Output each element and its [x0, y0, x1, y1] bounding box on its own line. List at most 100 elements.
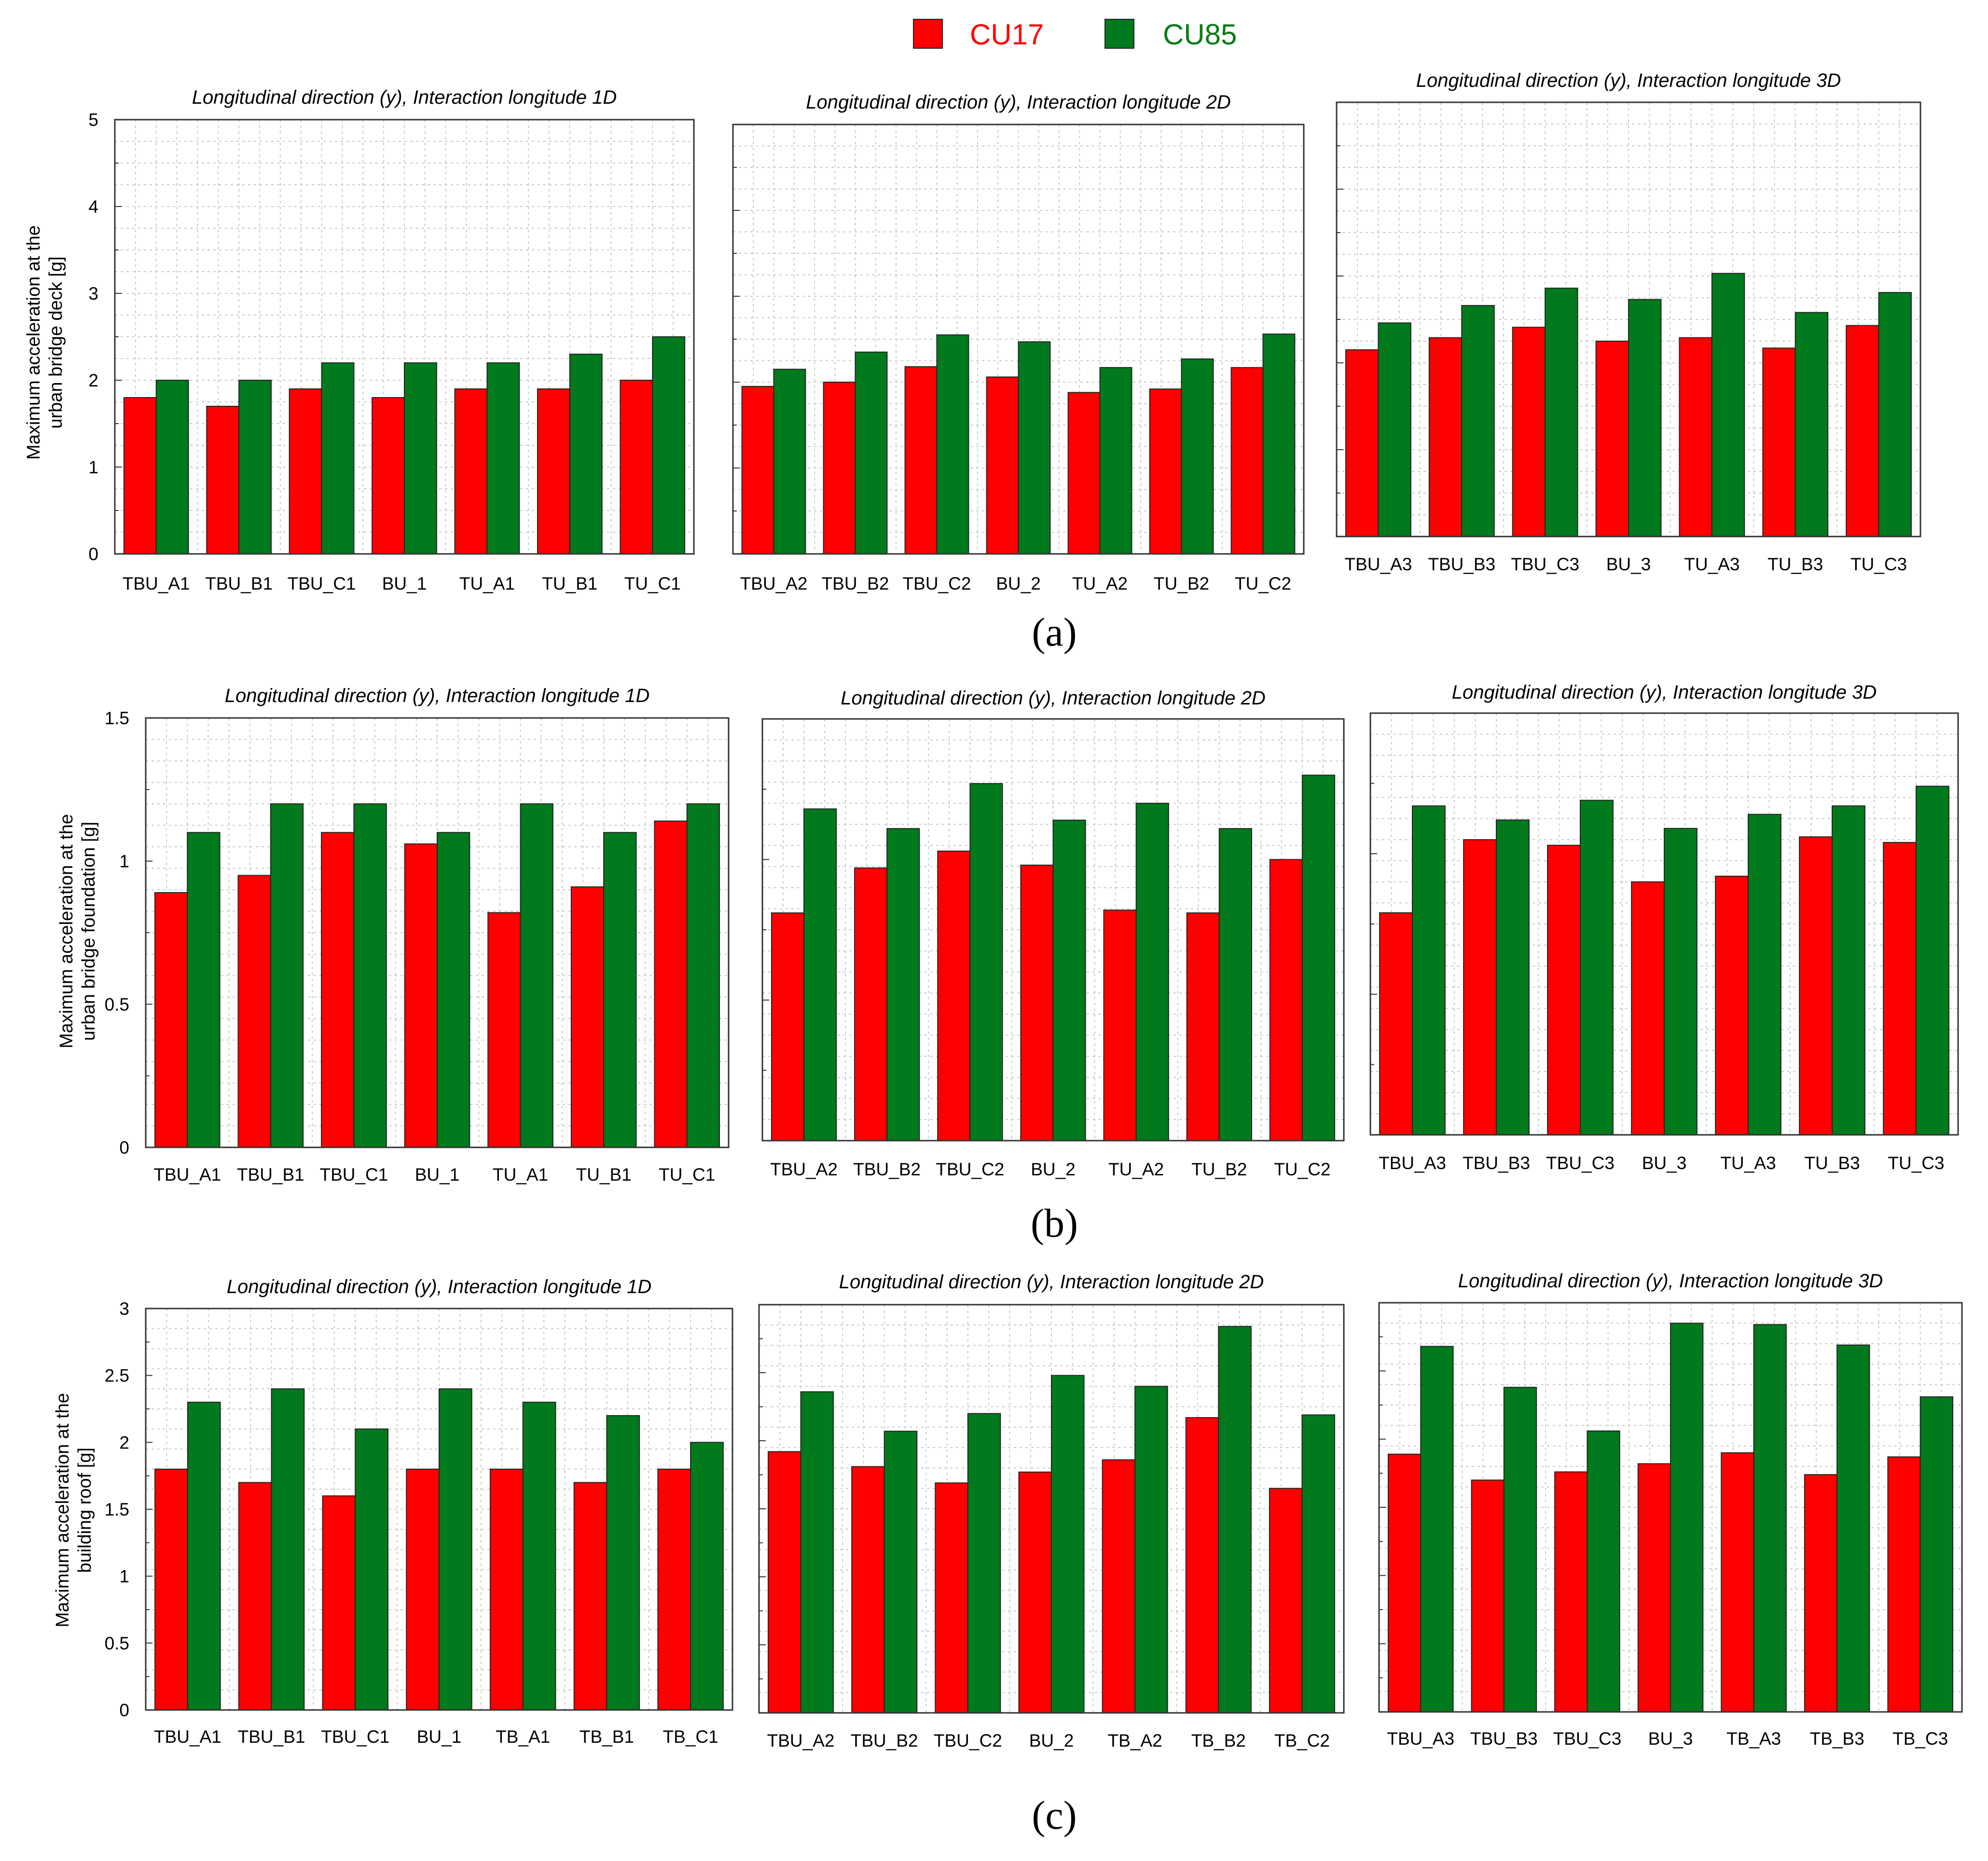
bar-cu85-tbu_a1: [187, 1402, 221, 1710]
x-tick-label: TBU_A3: [1379, 1153, 1446, 1173]
bar-cu17-bu_3: [1637, 1463, 1671, 1712]
bar-cu85-tbu_c3: [1545, 288, 1578, 537]
bar-cu85-tu_b2: [1218, 828, 1252, 1141]
x-tick-label: TBU_A1: [154, 1727, 221, 1747]
bar-cu85-tbu_c1: [321, 362, 355, 554]
bar-cu85-bu_3: [1628, 299, 1662, 537]
charts-container: 0 1 2 3 4 5 TBU_A1 TBU_B1 TBU_C1 BU_1 TU_A1 TU_B1 TU…: [88, 70, 1963, 1751]
bar-cu17-tu_b1: [537, 388, 570, 554]
chart-title: Longitudinal direction (y), Interaction …: [839, 1271, 1264, 1293]
x-tick-label: TU_B3: [1804, 1153, 1860, 1173]
bar-cu17-tbu_c1: [289, 388, 322, 554]
bar-cu17-bu_2: [1020, 864, 1054, 1141]
x-tick-label: TU_C2: [1274, 1159, 1330, 1179]
bar-cu17-tbu_a2: [771, 912, 805, 1142]
chart-title: Longitudinal direction (y), Interaction …: [1452, 682, 1877, 703]
bar-cu85-bu_3: [1670, 1323, 1704, 1712]
bar-cu17-tbu_b3: [1463, 839, 1497, 1135]
legend-swatch-cu85: [1104, 19, 1134, 49]
bar-cu17-tu_c2: [1230, 367, 1264, 554]
x-tick-label: BU_2: [996, 574, 1041, 593]
bar-cu85-tbu_a3: [1412, 805, 1446, 1135]
row-a-ylabel-line2: urban bridge deck [g]: [46, 256, 66, 428]
bar-cu17-tu_c3: [1883, 842, 1917, 1135]
bar-cu85-tbu_b2: [884, 1431, 918, 1713]
bar-cu17-tbu_a1: [154, 892, 188, 1148]
x-tick-label: TU_B1: [576, 1165, 632, 1185]
bar-cu17-tu_b2: [1186, 912, 1220, 1142]
bar-cu85-bu_1: [437, 832, 470, 1148]
bar-cu85-bu_1: [404, 362, 437, 554]
y-tick-label: 3: [88, 284, 98, 303]
bar-cu17-tb_c1: [657, 1468, 691, 1711]
legend: CU17 CU85: [913, 18, 1237, 51]
x-tick-label: TB_A3: [1726, 1729, 1781, 1749]
x-tick-label: TU_A3: [1684, 554, 1740, 574]
x-tick-label: BU_3: [1606, 554, 1651, 574]
x-tick-label: TU_A2: [1108, 1159, 1164, 1179]
bar-cu85-tu_c1: [686, 803, 720, 1148]
chart-title: Longitudinal direction (y), Interaction …: [227, 1276, 652, 1297]
bar-cu17-tb_b1: [573, 1482, 607, 1711]
bar-cu85-tbu_b2: [886, 828, 920, 1141]
x-tick-label: TBU_C2: [934, 1731, 1002, 1751]
bar-cu85-tbu_a3: [1378, 322, 1411, 537]
chart-panel-2-2: TBU_A3 TBU_B3 TBU_C3 BU_3 TB_A3 TB_B3 TB_C3 Lon…: [1378, 1270, 1963, 1749]
chart-panel-0-1: TBU_A2 TBU_B2 TBU_C2 BU_2 TU_A2 TU_B2 TU_C2 Lon…: [732, 92, 1305, 593]
bar-cu17-tbu_c1: [322, 1495, 356, 1710]
bar-cu85-tbu_c3: [1580, 800, 1614, 1136]
bar-cu85-tu_a1: [486, 362, 520, 554]
y-tick-label: 1.5: [105, 1500, 129, 1519]
bar-cu17-tu_a2: [1067, 392, 1101, 554]
bar-cu85-tb_b2: [1218, 1326, 1252, 1714]
bar-cu85-tbu_b1: [271, 1388, 305, 1710]
bar-cu85-tbu_a3: [1420, 1346, 1454, 1713]
bar-cu17-tu_b3: [1799, 836, 1833, 1135]
x-tick-label: TB_A2: [1108, 1731, 1162, 1751]
x-tick-label: TU_C1: [659, 1165, 715, 1185]
bar-cu17-tbu_b1: [206, 406, 240, 554]
row-b-ylabel-line1: Maximum acceleration at the: [56, 814, 77, 1048]
chart-title: Longitudinal direction (y), Interaction …: [841, 688, 1266, 709]
bar-cu85-tbu_b3: [1496, 819, 1530, 1135]
bar-cu17-tb_c2: [1269, 1488, 1303, 1713]
bar-cu17-tbu_c2: [935, 1482, 968, 1713]
bar-cu85-tu_c1: [652, 336, 686, 554]
x-tick-label: TU_B2: [1154, 574, 1209, 593]
x-tick-label: TU_A2: [1072, 574, 1128, 593]
chart-panel-0-2: TBU_A3 TBU_B3 TBU_C3 BU_3 TU_A3 TU_B3 TU_C3 Lon…: [1336, 70, 1921, 574]
bar-cu17-bu_3: [1631, 881, 1665, 1135]
x-tick-label: TB_A1: [496, 1727, 550, 1747]
y-tick-label: 0: [119, 1138, 129, 1158]
bar-cu17-tu_c1: [620, 380, 653, 554]
bar-cu85-tbu_b3: [1461, 305, 1495, 537]
x-tick-label: TBU_C3: [1553, 1729, 1621, 1749]
chart-title: Longitudinal direction (y), Interaction …: [225, 685, 650, 706]
x-tick-label: TBU_B1: [238, 1727, 305, 1747]
chart-panel-1-1: TBU_A2 TBU_B2 TBU_C2 BU_2 TU_A2 TU_B2 TU_C2 Lon…: [761, 688, 1345, 1179]
bar-cu17-tu_c1: [654, 820, 688, 1148]
bar-cu85-tbu_c3: [1587, 1430, 1620, 1713]
y-tick-label: 2: [119, 1433, 129, 1452]
x-tick-label: TBU_C1: [288, 574, 356, 593]
bar-cu85-tb_b3: [1836, 1344, 1870, 1713]
x-tick-label: TBU_A2: [770, 1159, 838, 1179]
bar-cu85-tu_a1: [520, 803, 553, 1148]
bar-cu17-tbu_a1: [154, 1468, 188, 1711]
x-tick-label: TBU_B2: [851, 1731, 918, 1751]
bar-cu85-tu_b3: [1795, 312, 1829, 537]
bar-cu85-tb_c3: [1919, 1396, 1954, 1713]
bar-cu17-tu_b1: [570, 886, 605, 1148]
x-tick-label: TB_C1: [663, 1727, 718, 1747]
bar-cu17-tbu_a3: [1379, 912, 1413, 1136]
bar-cu85-tb_b1: [606, 1415, 640, 1711]
bar-cu85-tu_b1: [569, 354, 603, 554]
x-tick-label: TBU_C2: [936, 1159, 1004, 1179]
x-tick-label: TB_C3: [1892, 1729, 1948, 1749]
chart-title: Longitudinal direction (y), Interaction …: [192, 87, 617, 108]
bar-cu17-tu_c2: [1269, 859, 1303, 1142]
y-tick-label: 5: [88, 110, 98, 130]
x-tick-label: TBU_B1: [205, 574, 273, 593]
y-tick-label: 1: [119, 852, 129, 871]
